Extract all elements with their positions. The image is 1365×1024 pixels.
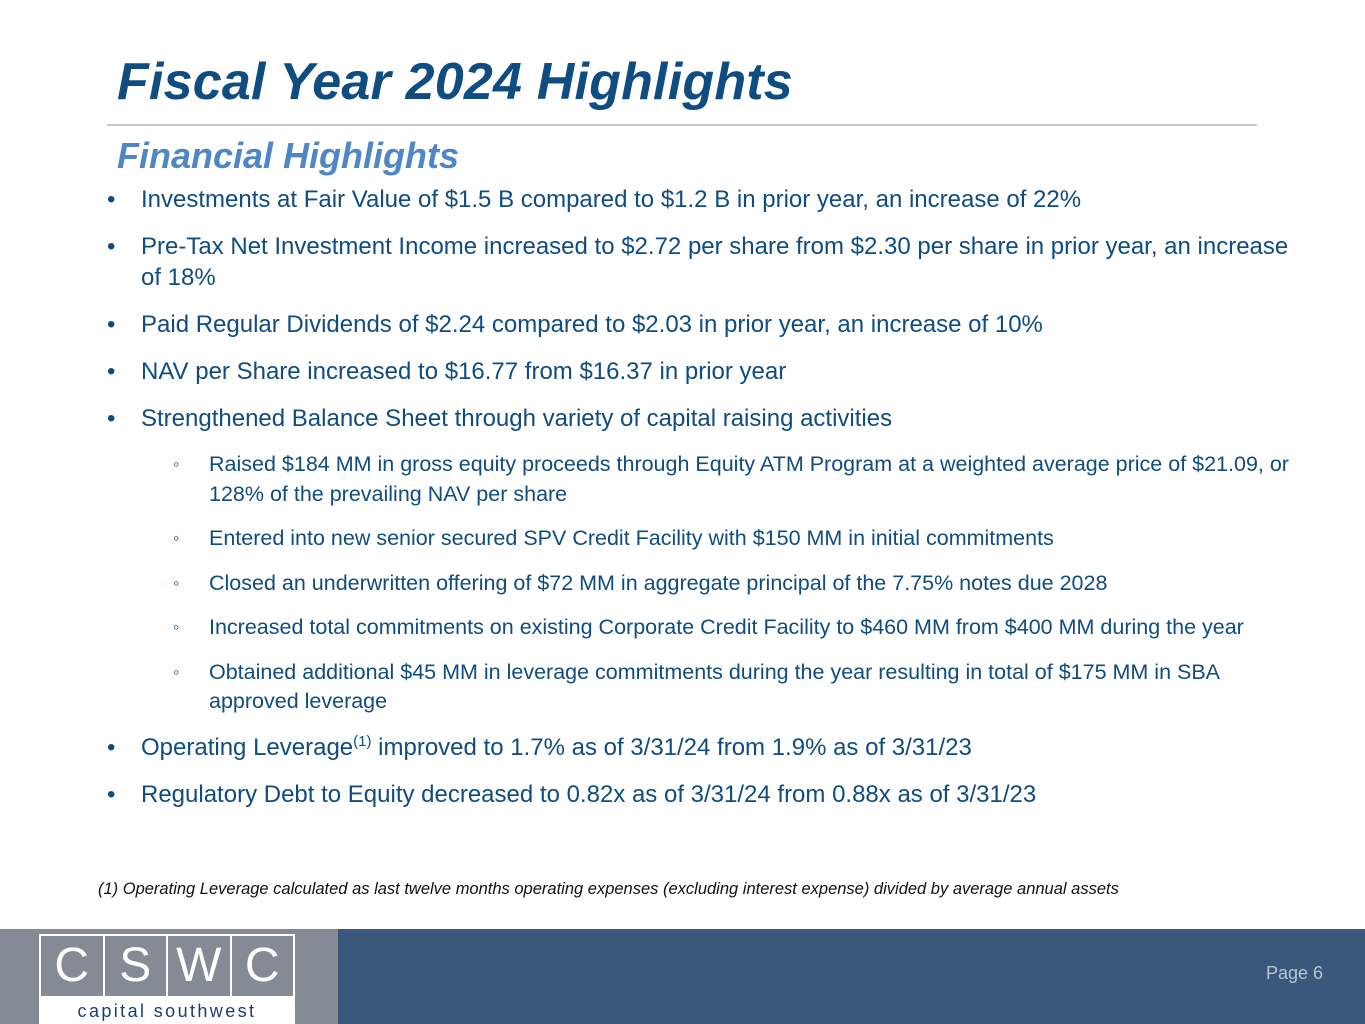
highlight-text: Investments at Fair Value of $1.5 B comp… <box>141 186 1082 213</box>
sub-list-container: ◦ Raised $184 MM in gross equity proceed… <box>107 450 1297 717</box>
highlight-item: • Investments at Fair Value of $1.5 B co… <box>107 184 1297 215</box>
highlight-text: Strengthened Balance Sheet through varie… <box>141 405 893 432</box>
logo-wordmark: capital southwest <box>77 1001 257 1021</box>
logo-monogram: C S W C <box>39 934 295 998</box>
sub-item-text: Entered into new senior secured SPV Cred… <box>209 526 1054 550</box>
sub-bullet-marker: ◦ <box>173 528 180 548</box>
highlight-text: Regulatory Debt to Equity decreased to 0… <box>141 780 1037 808</box>
bullet-marker: • <box>107 311 116 338</box>
sub-item-text: Increased total commitments on existing … <box>209 615 1244 639</box>
logo-letter: C <box>244 939 280 992</box>
sub-bullet-marker: ◦ <box>173 661 180 682</box>
bullet-marker: • <box>107 186 116 213</box>
highlight-text: Paid Regular Dividends of $2.24 compared… <box>141 311 1043 338</box>
highlight-item: • NAV per Share increased to $16.77 from… <box>107 356 1297 387</box>
bullet-marker: • <box>107 358 116 385</box>
bullet-marker: • <box>107 405 116 432</box>
sub-bullet-marker: ◦ <box>173 572 180 593</box>
capital-activities-list: ◦ Raised $184 MM in gross equity proceed… <box>107 450 1297 717</box>
page-number: Page 6 <box>1265 963 1323 983</box>
slide-title: Fiscal Year 2024 Highlights <box>117 53 793 111</box>
footnote: (1) Operating Leverage calculated as las… <box>98 880 1119 898</box>
footnote-reference: (1) <box>353 732 372 750</box>
sub-item: ◦ Raised $184 MM in gross equity proceed… <box>107 450 1297 509</box>
sub-item: ◦ Entered into new senior secured SPV Cr… <box>107 524 1297 554</box>
section-subtitle: Financial Highlights <box>117 135 460 176</box>
logo-letter: C <box>41 936 105 996</box>
sub-bullet-marker: ◦ <box>173 454 180 474</box>
sub-item: ◦ Obtained additional $45 MM in leverage… <box>107 658 1297 717</box>
logo-letter: S <box>105 936 168 996</box>
logo-letter: W <box>168 936 232 996</box>
bullet-marker: • <box>107 733 116 761</box>
sub-item-text: Raised $184 MM in gross equity proceeds … <box>209 452 1289 506</box>
highlight-text: NAV per Share increased to $16.77 from $… <box>141 358 787 385</box>
highlight-item: • Strengthened Balance Sheet through var… <box>107 403 1297 434</box>
highlight-item: • Pre-Tax Net Investment Income increase… <box>107 231 1297 293</box>
sub-item: ◦ Closed an underwritten offering of $72… <box>107 569 1297 599</box>
highlight-text-continued: improved to 1.7% as of 3/31/24 from 1.9%… <box>371 733 972 761</box>
sub-bullet-marker: ◦ <box>173 617 180 637</box>
highlight-text: Pre-Tax Net Investment Income increased … <box>141 233 1289 291</box>
sub-item: ◦ Increased total commitments on existin… <box>107 613 1297 643</box>
highlight-item: • Paid Regular Dividends of $2.24 compar… <box>107 309 1297 340</box>
highlight-text: Operating Leverage <box>141 733 354 761</box>
bullet-marker: • <box>107 233 116 260</box>
title-divider <box>107 124 1257 126</box>
highlight-item: • Operating Leverage(1) improved to 1.7%… <box>107 732 1297 763</box>
highlight-item: • Regulatory Debt to Equity decreased to… <box>107 779 1297 810</box>
sub-item-text: Obtained additional $45 MM in leverage c… <box>209 659 1219 714</box>
highlights-list: • Investments at Fair Value of $1.5 B co… <box>107 184 1297 826</box>
sub-item-text: Closed an underwritten offering of $72 M… <box>209 570 1108 595</box>
bullet-marker: • <box>107 780 116 808</box>
